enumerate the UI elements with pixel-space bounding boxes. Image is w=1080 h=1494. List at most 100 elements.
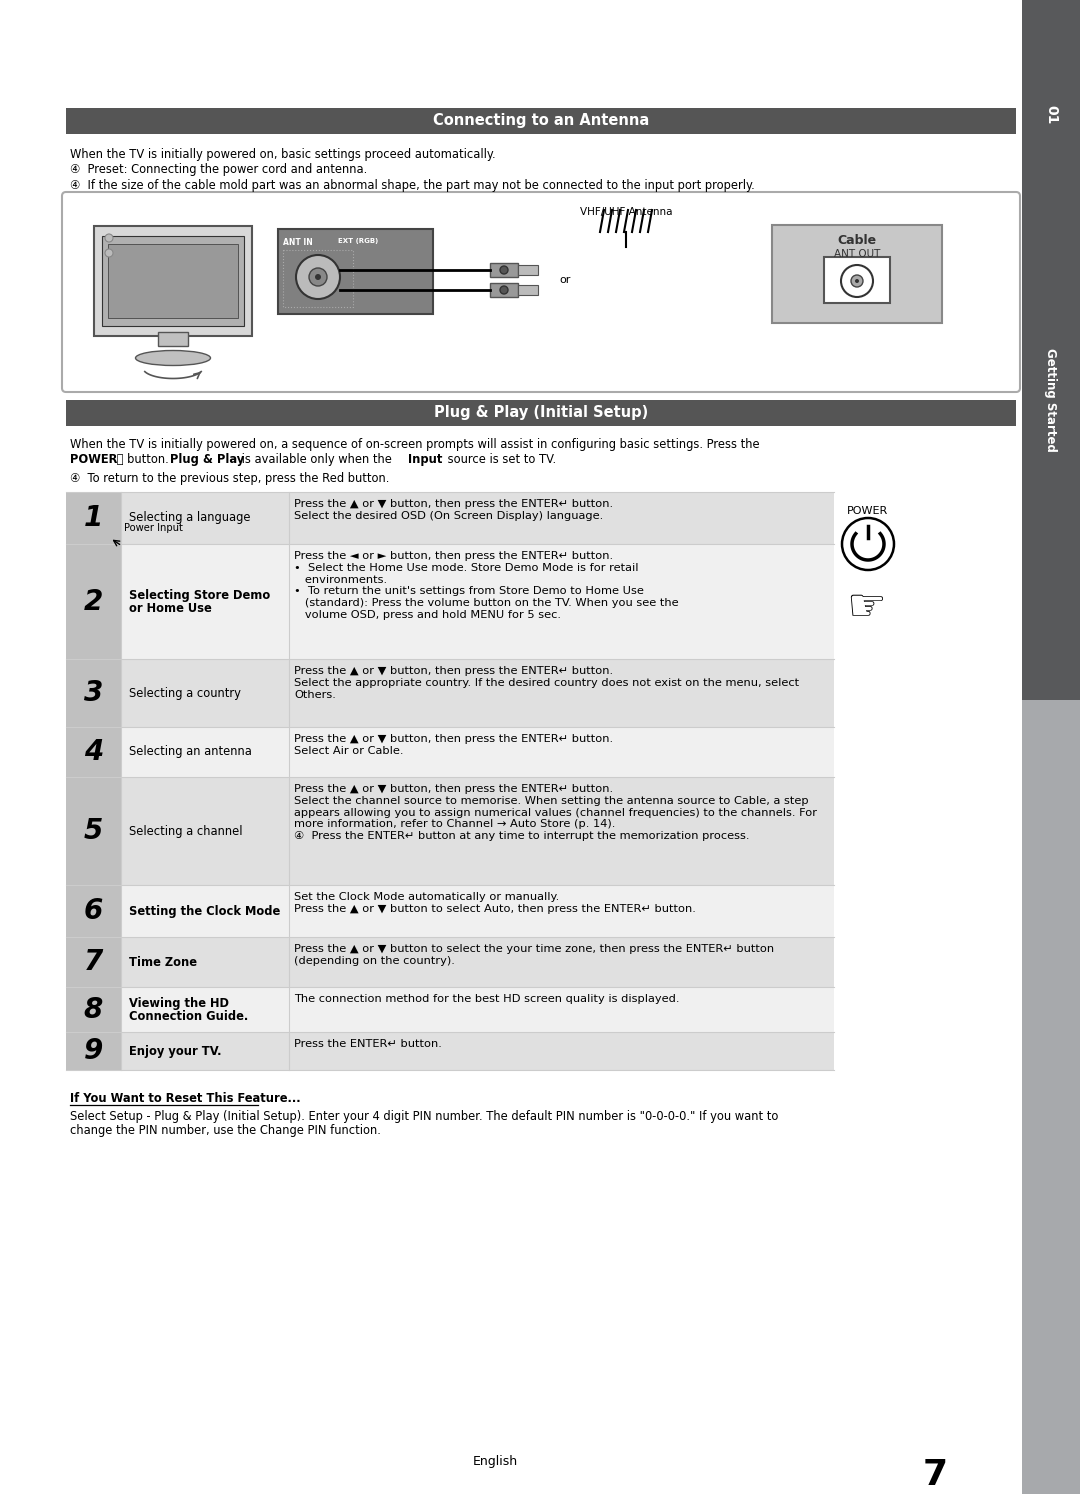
Text: Cable: Cable [837, 235, 877, 247]
Text: Setting the Clock Mode: Setting the Clock Mode [129, 904, 280, 917]
Text: 4: 4 [84, 738, 103, 766]
Bar [66, 988, 834, 1032]
Text: source is set to TV.: source is set to TV. [444, 453, 556, 466]
Text: Select the appropriate country. If the desired country does not exist on the men: Select the appropriate country. If the d… [294, 678, 799, 687]
Text: Connecting to an Antenna: Connecting to an Antenna [433, 114, 649, 128]
Text: 5: 5 [84, 817, 103, 846]
Text: Enjoy your TV.: Enjoy your TV. [129, 1044, 221, 1058]
Ellipse shape [135, 351, 211, 366]
Text: ⏻ button.: ⏻ button. [113, 453, 173, 466]
Text: Selecting a channel: Selecting a channel [129, 825, 243, 838]
Text: 8: 8 [84, 995, 103, 1023]
Text: The connection method for the best HD screen quality is displayed.: The connection method for the best HD sc… [294, 994, 679, 1004]
Bar [66, 728, 834, 777]
Text: EXT (RGB): EXT (RGB) [338, 238, 378, 244]
Bar [102, 236, 244, 326]
Bar [66, 884, 834, 937]
Text: or: or [559, 275, 570, 285]
Text: ④  To return to the previous step, press the Red button.: ④ To return to the previous step, press … [70, 472, 390, 486]
Text: 01: 01 [1044, 105, 1058, 124]
Circle shape [500, 266, 508, 273]
Bar [66, 777, 121, 884]
Text: Selecting Store Demo: Selecting Store Demo [129, 589, 270, 602]
Text: ☞: ☞ [846, 586, 886, 629]
Text: Press the ▲ or ▼ button, then press the ENTER↵ button.: Press the ▲ or ▼ button, then press the … [294, 784, 613, 793]
Circle shape [851, 275, 863, 287]
Text: Select Air or Cable.: Select Air or Cable. [294, 746, 404, 756]
Circle shape [855, 279, 859, 282]
Bar [66, 937, 121, 988]
Text: Select Setup - Plug & Play (Initial Setup). Enter your 4 digit PIN number. The d: Select Setup - Plug & Play (Initial Setu… [70, 1110, 779, 1123]
Text: Selecting a language: Selecting a language [129, 511, 251, 524]
Text: 7: 7 [84, 949, 103, 976]
Text: If You Want to Reset This Feature...: If You Want to Reset This Feature... [70, 1092, 300, 1106]
Circle shape [105, 249, 113, 257]
Text: Press the ENTER↵ button.: Press the ENTER↵ button. [294, 1038, 442, 1049]
Circle shape [315, 273, 321, 279]
Circle shape [296, 255, 340, 299]
Text: Select the desired OSD (On Screen Display) language.: Select the desired OSD (On Screen Displa… [294, 511, 604, 521]
Text: English: English [472, 1455, 517, 1469]
Bar [278, 229, 433, 314]
Bar [66, 988, 121, 1032]
Text: 6: 6 [84, 896, 103, 925]
Text: 1: 1 [84, 503, 103, 532]
Text: ④  Press the ENTER↵ button at any time to interrupt the memorization process.: ④ Press the ENTER↵ button at any time to… [294, 831, 750, 841]
Text: When the TV is initially powered on, a sequence of on-screen prompts will assist: When the TV is initially powered on, a s… [70, 438, 759, 451]
Bar [490, 282, 518, 297]
Text: When the TV is initially powered on, basic settings proceed automatically.: When the TV is initially powered on, bas… [70, 148, 496, 161]
Bar [66, 544, 834, 659]
Bar [1022, 701, 1080, 1494]
Text: ANT IN: ANT IN [283, 238, 313, 247]
Text: Time Zone: Time Zone [129, 956, 197, 968]
Text: ④  Preset: Connecting the power cord and antenna.: ④ Preset: Connecting the power cord and … [70, 163, 367, 176]
Text: (depending on the country).: (depending on the country). [294, 956, 455, 965]
Circle shape [105, 235, 113, 242]
Text: Plug & Play (Initial Setup): Plug & Play (Initial Setup) [434, 405, 648, 420]
Text: change the PIN number, use the Change PIN function.: change the PIN number, use the Change PI… [70, 1123, 381, 1137]
Bar [66, 544, 121, 659]
Bar [66, 884, 121, 937]
Text: Connection Guide.: Connection Guide. [129, 1010, 248, 1022]
Text: POWER: POWER [70, 453, 118, 466]
Bar [518, 285, 538, 294]
Bar [66, 659, 834, 728]
Bar [158, 332, 188, 347]
Text: Press the ▲ or ▼ button, then press the ENTER↵ button.: Press the ▲ or ▼ button, then press the … [294, 666, 613, 675]
Bar [66, 400, 1016, 426]
Bar [772, 226, 942, 323]
Text: Others.: Others. [294, 690, 336, 699]
Text: Plug & Play: Plug & Play [170, 453, 244, 466]
Text: 2: 2 [84, 587, 103, 616]
Bar [66, 728, 121, 777]
Bar [108, 244, 238, 318]
Text: is available only when the: is available only when the [238, 453, 395, 466]
Circle shape [500, 285, 508, 294]
Text: Viewing the HD: Viewing the HD [129, 996, 229, 1010]
Text: Power Input: Power Input [124, 523, 183, 533]
Text: (standard): Press the volume button on the TV. When you see the: (standard): Press the volume button on t… [294, 598, 678, 608]
Text: appears allowing you to assign numerical values (channel frequencies) to the cha: appears allowing you to assign numerical… [294, 808, 816, 817]
Circle shape [309, 267, 327, 285]
Bar [66, 108, 1016, 134]
Bar [94, 226, 252, 336]
Circle shape [842, 518, 894, 571]
Bar [96, 512, 118, 542]
Text: •  Select the Home Use mode. Store Demo Mode is for retail: • Select the Home Use mode. Store Demo M… [294, 563, 638, 572]
Bar [66, 1032, 121, 1070]
Text: Press the ▲ or ▼ button to select Auto, then press the ENTER↵ button.: Press the ▲ or ▼ button to select Auto, … [294, 904, 696, 914]
Bar [66, 777, 834, 884]
Text: 9: 9 [84, 1037, 103, 1065]
Text: VHF/UHF Antenna: VHF/UHF Antenna [580, 208, 673, 217]
Text: Press the ▲ or ▼ button, then press the ENTER↵ button.: Press the ▲ or ▼ button, then press the … [294, 734, 613, 744]
Text: Press the ▲ or ▼ button to select the your time zone, then press the ENTER↵ butt: Press the ▲ or ▼ button to select the yo… [294, 944, 774, 955]
Text: Select the channel source to memorise. When setting the antenna source to Cable,: Select the channel source to memorise. W… [294, 796, 809, 805]
Text: Input: Input [408, 453, 443, 466]
Bar [1022, 0, 1080, 701]
Text: Set the Clock Mode automatically or manually.: Set the Clock Mode automatically or manu… [294, 892, 559, 902]
Text: POWER: POWER [848, 506, 889, 515]
Text: Press the ◄ or ► button, then press the ENTER↵ button.: Press the ◄ or ► button, then press the … [294, 551, 613, 562]
Bar [518, 264, 538, 275]
Text: 3: 3 [84, 678, 103, 707]
Text: Getting Started: Getting Started [1044, 348, 1057, 453]
